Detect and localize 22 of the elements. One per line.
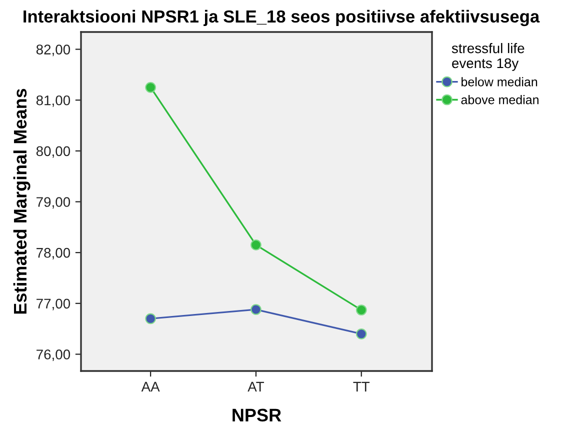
point — [145, 313, 156, 324]
point — [145, 82, 156, 93]
x-tick-label: AT — [248, 382, 264, 392]
x-tick-label: AA — [141, 382, 160, 392]
y-tick-label: 81,00 — [36, 95, 70, 107]
legend-title: stressful life events 18y — [452, 43, 524, 71]
point — [356, 304, 367, 316]
legend-label: above median — [461, 95, 538, 104]
point — [356, 328, 367, 340]
y-tick-label: 80,00 — [36, 146, 70, 158]
y-tick-label: 82,00 — [36, 44, 70, 56]
y-axis-title: Estimated Marginal Means — [13, 88, 30, 314]
point — [250, 304, 262, 315]
legend-label: below median — [462, 77, 538, 86]
y-tick-label: 78,00 — [36, 248, 70, 260]
y-tick-label: 79,00 — [36, 197, 70, 209]
point — [250, 240, 262, 250]
x-tick-label: TT — [353, 382, 370, 392]
y-tick-label: 77,00 — [36, 298, 70, 310]
x-axis-title: NPSR — [232, 408, 282, 422]
chart-title: Interaktsiooni NPSR1 ja SLE_18 seos positiivse afektiivsusega — [24, 10, 540, 26]
y-tick-label: 76,00 — [36, 350, 70, 362]
